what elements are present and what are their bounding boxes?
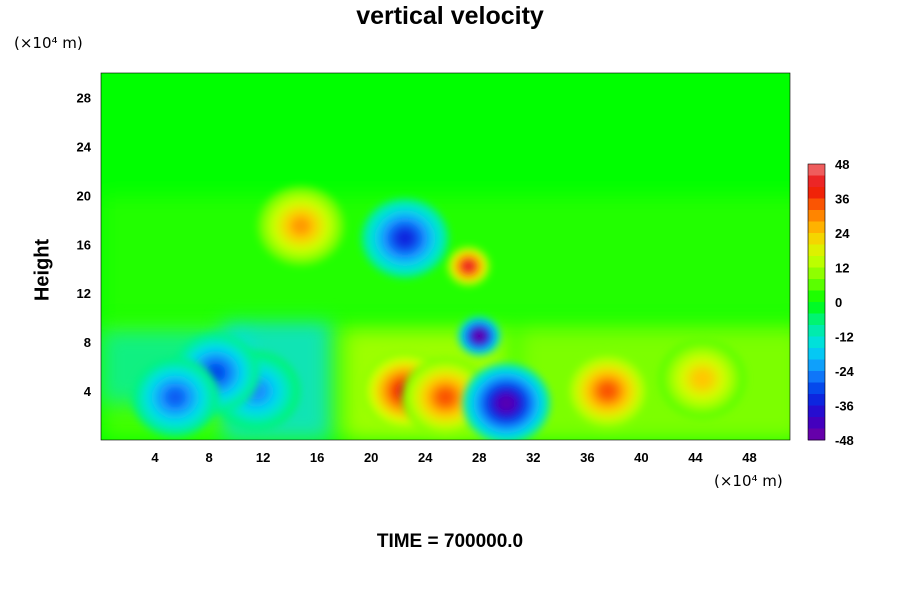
colorbar-segment [808, 244, 825, 257]
y-tick-label: 24 [77, 139, 92, 154]
colorbar-segment [808, 256, 825, 268]
colorbar-segment [808, 164, 825, 176]
colorbar-segment [808, 394, 825, 406]
x-tick-label: 48 [742, 450, 756, 465]
x-tick-label: 44 [688, 450, 703, 465]
x-tick-label: 40 [634, 450, 648, 465]
x-tick-label: 20 [364, 450, 378, 465]
chart-title: vertical velocity [356, 2, 544, 30]
colorbar-segment [808, 313, 825, 326]
y-axis-unit: (×10⁴ m) [14, 34, 83, 52]
x-tick-label: 24 [418, 450, 433, 465]
extremum-2 [564, 351, 652, 431]
colorbar-tick-label: -24 [835, 364, 855, 379]
colorbar-segment [808, 233, 825, 245]
plot-frame [100, 72, 791, 441]
colorbar-tick-label: 12 [835, 261, 849, 276]
colorbar-segment [808, 428, 825, 441]
y-tick-label: 8 [84, 335, 91, 350]
extremum-5 [658, 339, 746, 419]
colorbar-segment [808, 279, 825, 291]
colorbar-frame [807, 163, 826, 441]
y-axis: 4 8 12 16 20 24 28 [77, 90, 92, 399]
y-tick-label: 20 [77, 188, 91, 203]
colorbar-tick-label: -36 [835, 399, 854, 414]
extremum-3 [447, 246, 490, 286]
y-tick-label: 4 [84, 384, 92, 399]
x-tick-label: 4 [151, 450, 159, 465]
colorbar-segment [808, 348, 825, 360]
colorbar-segment [808, 210, 825, 222]
colorbar-segment [808, 175, 825, 188]
extremum-10 [131, 357, 219, 437]
colorbar-segment [808, 371, 825, 383]
colorbar-segment [808, 198, 825, 211]
x-tick-label: 12 [256, 450, 270, 465]
colorbar-tick-label: -48 [835, 433, 854, 448]
x-tick-label: 32 [526, 450, 540, 465]
x-axis: 4 8 12 16 20 24 28 32 36 40 44 48 [151, 450, 756, 465]
colorbar-segment [808, 382, 825, 395]
x-tick-label: 36 [580, 450, 594, 465]
colorbar-segment [808, 267, 825, 280]
extremum-7 [458, 316, 501, 356]
time-annotation: TIME = 700000.0 [376, 531, 524, 552]
colorbar-tick-label: 0 [835, 295, 842, 310]
colorbar-segment [808, 221, 825, 234]
x-tick-label: 28 [472, 450, 486, 465]
y-tick-label: 28 [77, 90, 91, 105]
x-tick-label: 16 [310, 450, 324, 465]
colorbar-segment [808, 417, 825, 429]
extremum-4 [257, 186, 345, 266]
y-tick-label: 12 [77, 286, 91, 301]
colorbar-tick-label: -12 [835, 330, 854, 345]
extremum-11 [361, 198, 449, 278]
colorbar-segment [808, 302, 825, 314]
x-axis-unit: (×10⁴ m) [714, 472, 783, 490]
plot-area [101, 73, 790, 440]
colorbar-tick-label: 24 [835, 226, 850, 241]
colorbar-segment [808, 187, 825, 199]
y-tick-label: 16 [77, 237, 91, 252]
colorbar-segment [808, 336, 825, 349]
colorbar-segment [808, 359, 825, 372]
colorbar: 48 36 24 12 0 -12 -24 -36 -48 [807, 157, 855, 448]
extremum-1 [401, 357, 490, 437]
colorbar-segment [808, 405, 825, 418]
colorbar-tick-label: 48 [835, 157, 849, 172]
extremum-6 [462, 363, 550, 440]
field-band [101, 195, 790, 318]
colorbar-segment [808, 325, 825, 337]
colorbar-segment [808, 290, 825, 303]
colorbar-tick-label: 36 [835, 192, 849, 207]
x-tick-label: 8 [205, 450, 212, 465]
